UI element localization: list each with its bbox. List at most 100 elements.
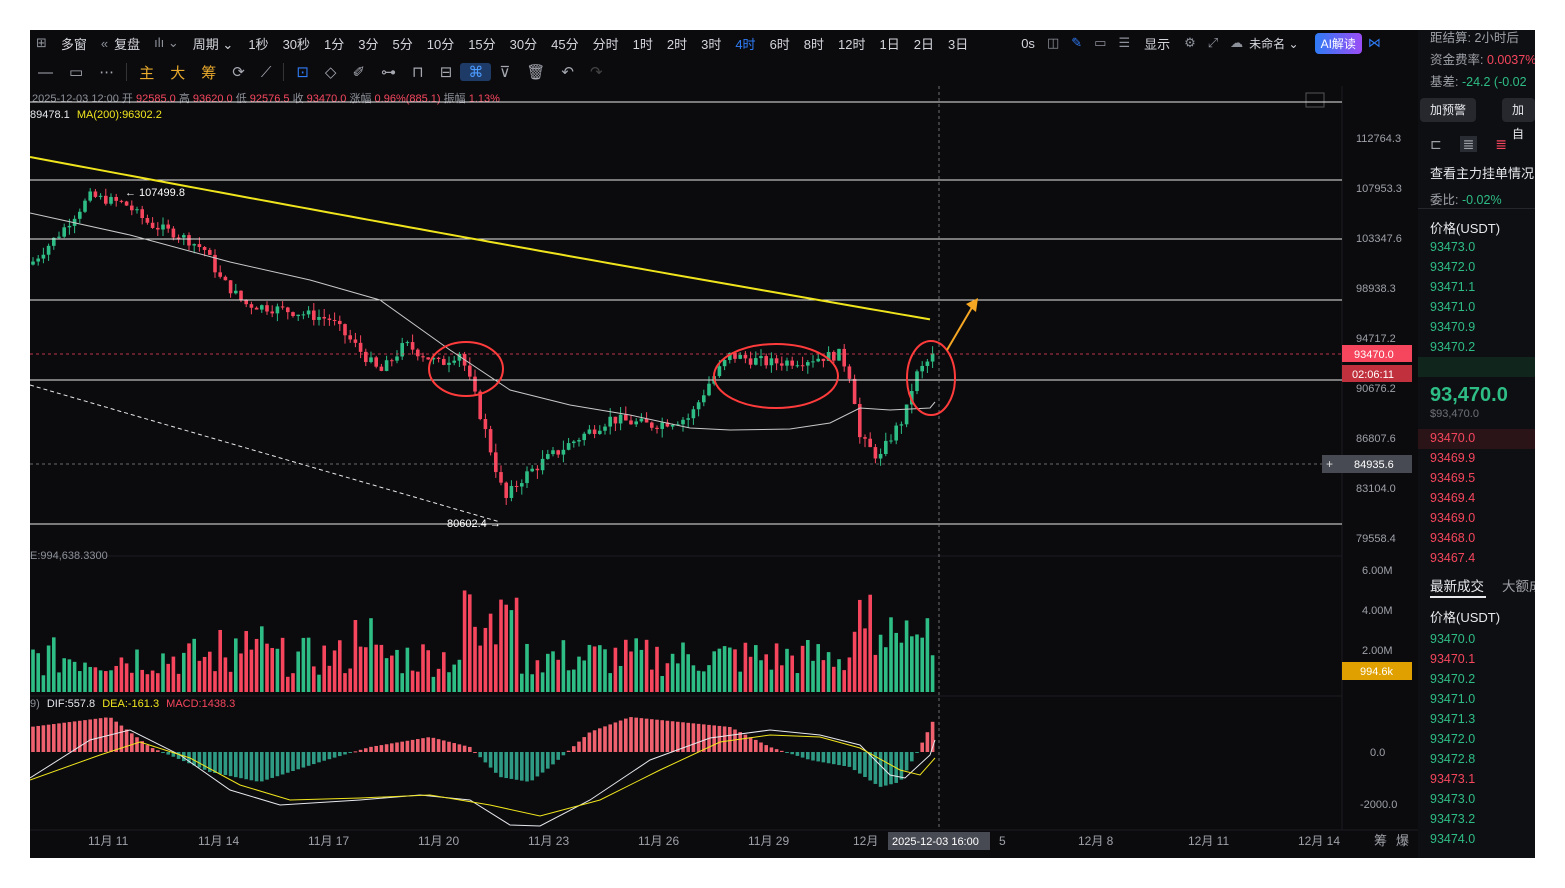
trade-row: 93470.1 [1430, 652, 1476, 666]
brush-icon[interactable]: ✐ [352, 64, 366, 81]
timeframe-18[interactable]: 2日 [913, 36, 934, 52]
timeframe-2[interactable]: 1分 [324, 36, 345, 52]
indicator-chip-button[interactable]: 筹 [201, 64, 217, 82]
ask-row[interactable]: 93470.9 [1430, 320, 1476, 334]
timeframe-13[interactable]: 4时 [735, 36, 756, 52]
timeframe-6[interactable]: 15分 [468, 36, 496, 52]
trash-icon[interactable]: 🗑 [526, 64, 546, 81]
depth-sell-icon[interactable]: ≣ [1495, 136, 1507, 152]
display-button[interactable]: 显示 [1144, 36, 1171, 52]
timeframe-15[interactable]: 8时 [803, 36, 825, 52]
bid-row[interactable]: 93470.0 [1430, 431, 1476, 445]
bid-row[interactable]: 93469.5 [1430, 471, 1476, 485]
volume-bar [520, 673, 524, 692]
lock-icon[interactable]: ⊓ [412, 64, 424, 81]
depth-buy-icon[interactable]: ≣ [1459, 136, 1478, 152]
more-icon[interactable]: ⋯ [99, 64, 115, 81]
eraser-icon[interactable]: ◇ [324, 64, 337, 81]
volume-bar [213, 671, 217, 692]
undo-icon[interactable]: ↶ [561, 64, 574, 81]
multi-window-button[interactable]: 多窗 [60, 36, 87, 52]
replay-button[interactable]: 复盘 [114, 36, 141, 52]
window-icon[interactable]: ⊞ [36, 35, 47, 50]
rect-icon[interactable]: ▭ [69, 64, 84, 81]
candle-body [280, 306, 285, 308]
timeframe-10[interactable]: 1时 [632, 36, 653, 52]
candle-body [395, 356, 399, 361]
timeframe-17[interactable]: 1日 [879, 36, 900, 52]
filter-icon[interactable]: ⊽ [499, 64, 511, 81]
timeframe-4[interactable]: 5分 [392, 36, 413, 52]
depth-both-icon[interactable]: ⊏ [1430, 136, 1442, 152]
large-trades-tab[interactable]: 大额成 [1502, 579, 1535, 594]
link-icon[interactable]: ⊶ [381, 64, 397, 81]
timeframe-11[interactable]: 2时 [666, 36, 688, 52]
price-chart[interactable]: 112764.3 107953.3 103347.6 98938.3 94717.2 90… [30, 30, 1418, 858]
ask-row[interactable]: 93470.2 [1430, 340, 1476, 354]
volume-bar [249, 649, 254, 692]
ruler-icon[interactable]: ⟋ [260, 63, 272, 81]
magnet-mode-icon[interactable]: ⌘ [460, 63, 492, 81]
timeframe-5[interactable]: 10分 [426, 36, 455, 52]
timeframe-12[interactable]: 3时 [701, 36, 722, 52]
volume-bar [140, 669, 144, 692]
ma1-value: 89478.1 [30, 109, 70, 121]
timeframe-7[interactable]: 30分 [509, 36, 538, 52]
macd-histogram-bar [868, 752, 872, 781]
layout-dropdown[interactable]: 未命名 ⌄ [1249, 36, 1299, 51]
timeframe-9[interactable]: 分时 [592, 36, 619, 52]
bid-row[interactable]: 93468.0 [1430, 531, 1476, 545]
depth-title[interactable]: 查看主力挂单情况 [1430, 166, 1535, 181]
ask-row[interactable]: 93473.0 [1430, 240, 1476, 254]
timeframe-14[interactable]: 6时 [769, 36, 790, 52]
volume-bar [275, 648, 280, 692]
volume-bar [930, 655, 935, 692]
add-favorite-button[interactable]: 加自 [1502, 98, 1535, 141]
macd-histogram-bar [473, 752, 477, 753]
timeframe-19[interactable]: 3日 [947, 36, 969, 52]
macd-histogram-bar [202, 752, 207, 770]
bid-row[interactable]: 93469.4 [1430, 491, 1476, 505]
camera-icon[interactable]: ◫ [1046, 35, 1060, 50]
bid-row[interactable]: 93467.4 [1430, 551, 1476, 565]
ai-read-button[interactable]: AI解读 [1314, 32, 1362, 54]
bid-row[interactable]: 93469.9 [1430, 451, 1476, 465]
share-icon[interactable]: ⋈ [1367, 35, 1381, 50]
timeframe-16[interactable]: 12时 [838, 36, 866, 52]
trades-tab[interactable]: 最新成交 [1430, 579, 1484, 594]
indicator-big-button[interactable]: 大 [170, 64, 186, 82]
settings-icon[interactable]: ⚙ [1184, 35, 1196, 50]
timeframe-3[interactable]: 3分 [358, 36, 379, 52]
volume-bar [410, 670, 415, 692]
list-icon[interactable]: ☰ [1118, 35, 1131, 50]
candle-body [707, 383, 711, 396]
timeframe-1[interactable]: 30秒 [282, 36, 311, 52]
comment-icon[interactable]: ▭ [1094, 35, 1107, 50]
low-label: 低 [235, 93, 247, 105]
hide-icon[interactable]: ⊟ [439, 64, 453, 81]
replay-icon[interactable]: « [100, 35, 109, 51]
macd-histogram-bar [889, 752, 893, 785]
volume-bar [41, 675, 46, 692]
chart-type-icon[interactable]: ılı ⌄ [154, 35, 179, 50]
add-alert-button[interactable]: 加预警 [1420, 98, 1477, 122]
ask-row[interactable]: 93471.0 [1430, 300, 1476, 314]
volume-bar [670, 653, 675, 692]
redo-icon[interactable]: ↷ [589, 64, 603, 81]
ask-row[interactable]: 93471.1 [1430, 280, 1476, 294]
cloud-icon[interactable]: ☁ [1230, 35, 1244, 50]
timeframe-8[interactable]: 45分 [551, 36, 579, 52]
magnet-icon[interactable]: ⊡ [296, 64, 309, 81]
bid-row[interactable]: 93469.0 [1430, 511, 1476, 525]
fullscreen-icon[interactable]: ⤢ [1207, 35, 1219, 50]
candle-body [119, 200, 124, 202]
volume-bar [629, 651, 633, 692]
line-icon[interactable]: — [38, 63, 53, 81]
pen-icon[interactable]: ✎ [1071, 35, 1083, 50]
indicator-main-button[interactable]: 主 [139, 64, 155, 82]
timeframe-0[interactable]: 1秒 [248, 36, 269, 52]
trade-row: 93472.8 [1430, 752, 1476, 766]
ask-row[interactable]: 93472.0 [1430, 260, 1476, 274]
edit-icon[interactable]: ⟳ [232, 64, 245, 81]
period-dropdown[interactable]: 周期 ⌄ [192, 36, 234, 52]
